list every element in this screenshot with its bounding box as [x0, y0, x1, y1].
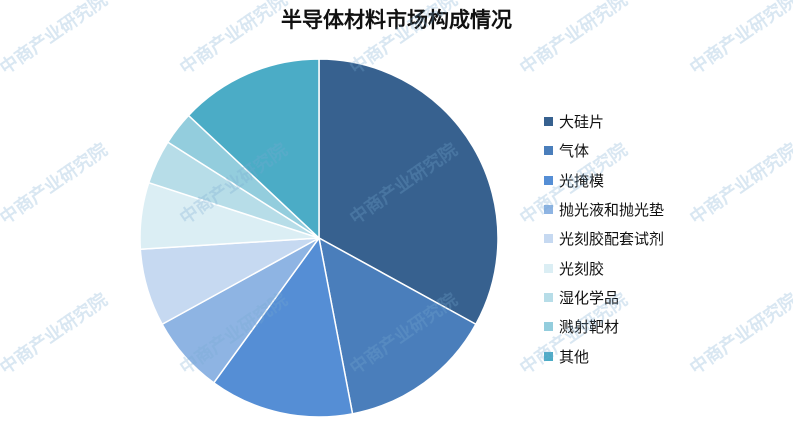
legend-swatch [544, 175, 553, 185]
pie-slice-3 [212, 236, 354, 418]
legend-label: 溅射靶材 [559, 318, 620, 337]
legend-swatch [544, 117, 553, 127]
legend-item: 其他 [544, 341, 664, 370]
legend-swatch [544, 205, 553, 215]
legend-label: 湿化学品 [559, 288, 620, 307]
legend-item: 溅射靶材 [544, 312, 664, 341]
legend-swatch [544, 292, 553, 302]
legend-item: 气体 [544, 136, 664, 165]
legend: 大硅片气体光掩模抛光液和抛光垫 光刻胶配套试剂 光刻胶湿化学品溅射靶材其他 [544, 107, 664, 371]
legend-swatch [544, 234, 553, 244]
legend-item: 光掩模 [544, 166, 664, 195]
legend-swatch [544, 322, 553, 332]
legend-item: 光刻胶配套试剂 [544, 224, 664, 253]
legend-item: 光刻胶 [544, 253, 664, 282]
legend-label: 抛光液和抛光垫 [559, 201, 665, 220]
legend-label: 光刻胶 [559, 259, 605, 278]
pie-slice-9 [187, 58, 320, 240]
pie-slice-2 [317, 236, 477, 415]
legend-label: 大硅片 [559, 113, 605, 132]
legend-item: 湿化学品 [544, 283, 664, 312]
legend-label: 其他 [559, 347, 590, 366]
chart-title: 半导体材料市场构成情况 [281, 8, 512, 32]
legend-item: 抛光液和抛光垫 [544, 195, 664, 224]
legend-swatch [544, 146, 553, 156]
legend-label: 气体 [559, 142, 590, 161]
pie-slice-1 [318, 58, 499, 326]
legend-label: 光刻胶配套试剂 [559, 230, 665, 249]
legend-label: 光掩模 [559, 171, 605, 190]
legend-item: 大硅片 [544, 107, 664, 136]
legend-swatch [544, 351, 553, 361]
legend-swatch [544, 263, 553, 273]
